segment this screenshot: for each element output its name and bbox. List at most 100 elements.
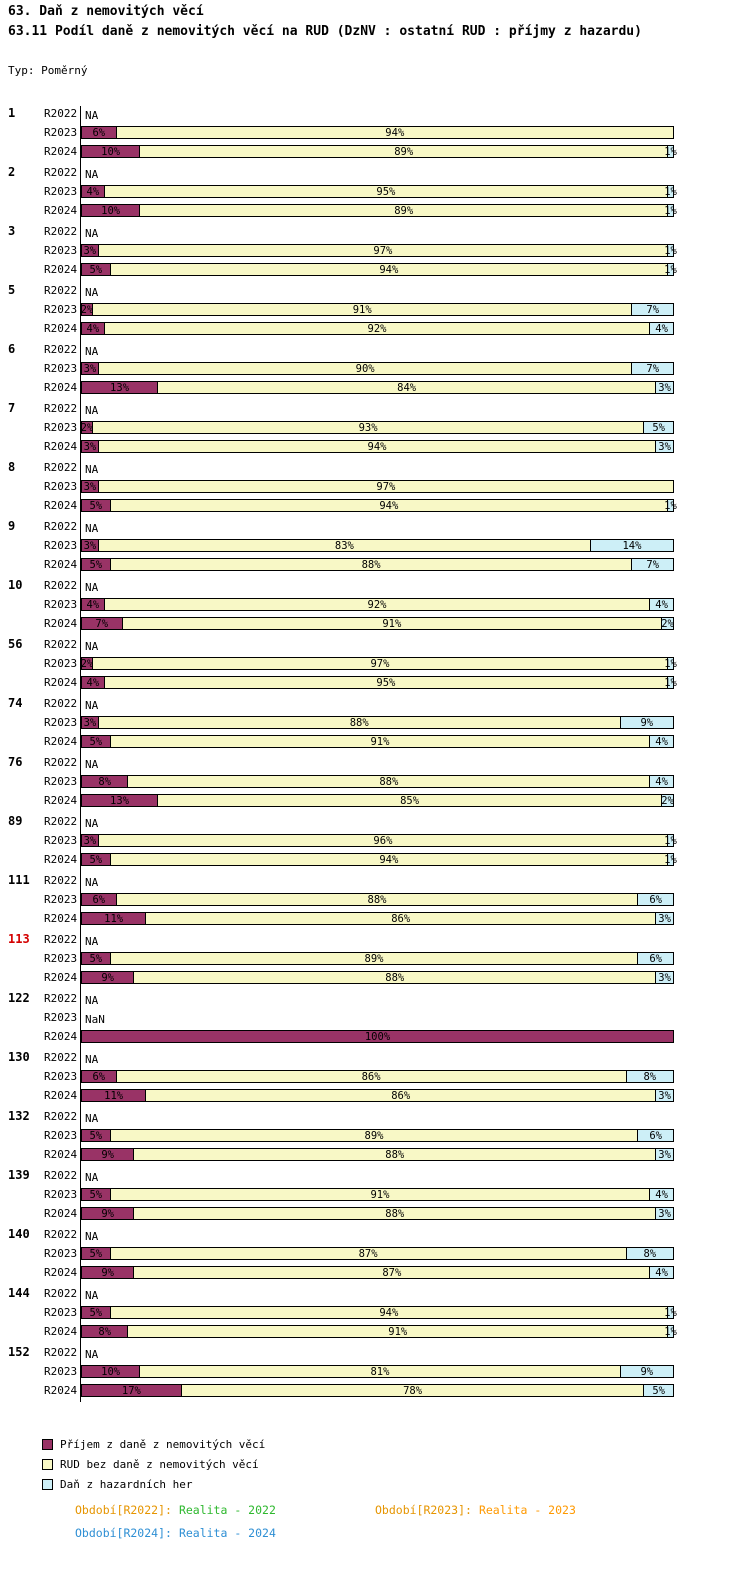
segment-hazard: 1%	[664, 657, 677, 670]
segment-rud: 94%	[110, 853, 669, 866]
segment-value: 6%	[92, 1070, 106, 1083]
segment-value: 5%	[89, 263, 103, 276]
stacked-bar: 5% 91% 4%	[81, 735, 674, 748]
segment-dznv: 5%	[81, 1247, 111, 1260]
stacked-bar: 2% 91% 7%	[81, 303, 674, 316]
chart-row: R2023 10% 81% 9%	[44, 1362, 750, 1381]
segment-value: 14%	[622, 539, 642, 552]
group-id: 2	[8, 165, 16, 179]
segment-value: 1%	[664, 185, 677, 198]
period-label: R2022	[44, 343, 78, 356]
segment-value: 89%	[394, 204, 414, 217]
segment-rud: 88%	[134, 971, 657, 984]
segment-value: 88%	[385, 1207, 405, 1220]
group-id: 152	[8, 1345, 30, 1359]
period-label: R2024	[44, 1089, 78, 1102]
chart-row: R2024 100%	[44, 1027, 750, 1046]
segment-value: 3%	[658, 1089, 671, 1102]
chart: 1 R2022 NA R2023 6% 94% R2024 10% 89% 1% 2 R2022 NA R…	[0, 104, 750, 1402]
chart-row: R2024 5% 94% 1%	[44, 260, 750, 279]
chart-row: R2023 2% 93% 5%	[44, 418, 750, 437]
segment-value: 90%	[355, 362, 375, 375]
stacked-bar: 9% 88% 3%	[81, 1148, 674, 1161]
segment-value: 9%	[640, 716, 654, 729]
stacked-bar: 3% 90% 7%	[81, 362, 674, 375]
period-label: R2023	[44, 716, 78, 729]
period-label: R2024	[44, 381, 78, 394]
segment-rud: 92%	[104, 322, 651, 335]
bar-group: 7 R2022 NA R2023 2% 93% 5% R2024 3% 94% 3%	[0, 399, 750, 456]
segment-hazard: 1%	[664, 204, 677, 217]
missing-value-label: NA	[85, 1112, 99, 1125]
segment-value: 94%	[385, 126, 405, 139]
stacked-bar: 6% 86% 8%	[81, 1070, 674, 1083]
segment-hazard: 4%	[650, 1266, 674, 1279]
stacked-bar: 13% 84% 3%	[81, 381, 674, 394]
segment-value: 91%	[370, 735, 390, 748]
segment-rud: 91%	[110, 1188, 651, 1201]
period-label: R2023	[44, 1011, 78, 1024]
period-label: R2023	[44, 893, 78, 906]
segment-value: 88%	[385, 971, 405, 984]
missing-value-label: NA	[85, 345, 99, 358]
segment-value: 9%	[101, 1266, 114, 1279]
chart-row: R2023 8% 88% 4%	[44, 772, 750, 791]
segment-dznv: 2%	[81, 657, 93, 670]
segment-value: 1%	[664, 263, 677, 276]
segment-value: 92%	[367, 322, 387, 335]
segment-hazard: 1%	[664, 1306, 677, 1319]
chart-row: R2024 13% 84% 3%	[44, 378, 750, 397]
segment-hazard: 8%	[626, 1070, 674, 1083]
segment-value: 9%	[101, 971, 114, 984]
segment-value: 1%	[664, 204, 677, 217]
stacked-bar: 9% 88% 3%	[81, 1207, 674, 1220]
period-label: R2024	[44, 499, 78, 512]
segment-value: 94%	[367, 440, 387, 453]
period-label: R2022	[44, 520, 78, 533]
segment-value: 11%	[104, 912, 124, 925]
legend-item-rud: RUD bez daně z nemovitých věcí	[42, 1454, 265, 1474]
period-label: R2024	[44, 676, 78, 689]
segment-value: 1%	[664, 499, 677, 512]
segment-hazard: 1%	[664, 853, 677, 866]
segment-value: 17%	[121, 1384, 141, 1397]
chart-row: R2024 9% 88% 3%	[44, 1204, 750, 1223]
stacked-bar: 5% 88% 7%	[81, 558, 674, 571]
bar-group: 111 R2022 NA R2023 6% 88% 6% R2024 11% 86% 3%	[0, 871, 750, 928]
period-label: R2024	[44, 1384, 78, 1397]
period-label: R2022	[44, 461, 78, 474]
segment-dznv: 4%	[81, 185, 105, 198]
period-label: R2023	[44, 1247, 78, 1260]
segment-dznv: 3%	[81, 539, 99, 552]
bar-group: 5 R2022 NA R2023 2% 91% 7% R2024 4% 92% 4%	[0, 281, 750, 338]
segment-dznv: 3%	[81, 716, 99, 729]
period-label: R2024	[44, 853, 78, 866]
group-id: 7	[8, 401, 16, 415]
segment-hazard: 1%	[664, 834, 677, 847]
segment-dznv: 10%	[81, 1365, 141, 1378]
segment-value: 81%	[370, 1365, 390, 1378]
period-label: R2022	[44, 815, 78, 828]
segment-hazard: 9%	[620, 716, 674, 729]
segment-value: 91%	[382, 617, 402, 630]
segment-rud: 90%	[98, 362, 633, 375]
segment-value: 78%	[403, 1384, 423, 1397]
stacked-bar: 6% 94%	[81, 126, 674, 139]
page-subtitle: 63.11 Podíl daně z nemovitých věcí na RU…	[8, 24, 642, 39]
segment-rud: 91%	[128, 1325, 669, 1338]
segment-hazard: 1%	[664, 185, 677, 198]
segment-rud: 94%	[110, 499, 669, 512]
period-label: R2022	[44, 402, 78, 415]
bar-group: 139 R2022 NA R2023 5% 91% 4% R2024 9% 88% 3%	[0, 1166, 750, 1223]
stacked-bar: 9% 87% 4%	[81, 1266, 674, 1279]
segment-rud: 78%	[181, 1384, 645, 1397]
segment-value: 2%	[661, 617, 674, 630]
segment-value: 3%	[658, 912, 671, 925]
period-label: R2022	[44, 579, 78, 592]
segment-value: 88%	[361, 558, 381, 571]
missing-value-label: NA	[85, 168, 99, 181]
chart-row: R2023 3% 88% 9%	[44, 713, 750, 732]
segment-dznv: 13%	[81, 381, 159, 394]
segment-dznv: 10%	[81, 204, 141, 217]
